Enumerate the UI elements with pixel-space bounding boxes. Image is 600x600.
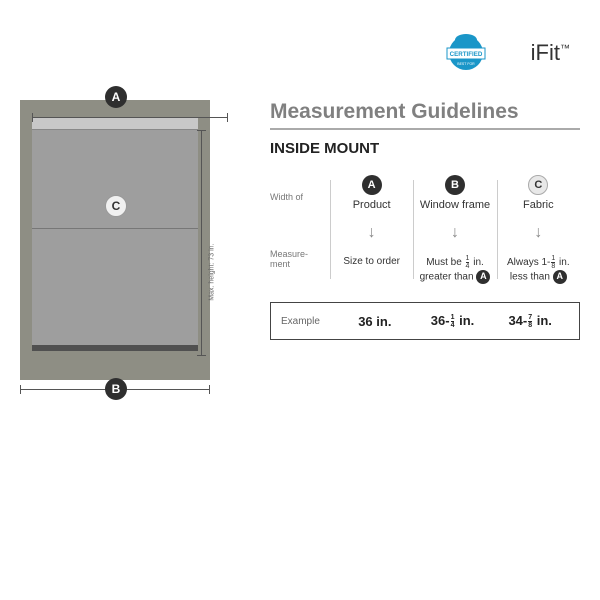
example-label: Example <box>281 316 336 327</box>
window-diagram: Max. height: 73 in. C A B <box>20 80 240 490</box>
certified-badge-icon: CERTIFIED BEST FOR <box>441 32 491 74</box>
col-c-measurement: Always 1-18 in. less than A <box>497 255 580 284</box>
info-panel: CERTIFIED BEST FOR iFit™ Measurement Gui… <box>270 80 580 490</box>
max-height-label: Max. height: 73 in. <box>209 244 216 301</box>
col-b-measurement: Must be 14 in. greater than A <box>413 255 496 284</box>
ifit-text: iFit <box>531 40 560 65</box>
example-c: 34-78 in. <box>491 313 569 329</box>
shade-bottom-bar <box>32 345 198 351</box>
arrow-down-icon: ↓ <box>451 225 459 241</box>
arrow-down-icon: ↓ <box>368 225 376 241</box>
arrow-down-icon: ↓ <box>534 225 542 241</box>
example-a: 36 in. <box>336 314 414 329</box>
col-c-badge: C <box>528 175 548 195</box>
badge-c-diagram: C <box>105 195 127 217</box>
label-measurement: Measure- ment <box>270 249 308 279</box>
svg-text:CERTIFIED: CERTIFIED <box>449 51 482 58</box>
svg-text:BEST FOR: BEST FOR <box>457 62 475 66</box>
label-width-of: Width of <box>270 175 303 219</box>
col-b-badge: B <box>445 175 465 195</box>
ifit-logo: iFit™ <box>531 40 570 66</box>
col-b-header: Window frame <box>420 199 490 211</box>
col-c-header: Fabric <box>523 199 554 211</box>
guidelines-table: Width of Measure- ment A Product ↓ Size … <box>270 175 580 284</box>
shade-mid-line <box>32 228 198 229</box>
title-underline <box>270 128 580 130</box>
badge-a-diagram: A <box>105 86 127 108</box>
window-frame: Max. height: 73 in. C <box>20 100 210 380</box>
ifit-tm: ™ <box>560 44 570 55</box>
dim-line-height <box>201 130 202 356</box>
example-b: 36-14 in. <box>414 313 492 329</box>
badge-b-diagram: B <box>105 378 127 400</box>
example-row: Example 36 in. 36-14 in. 34-78 in. <box>270 302 580 340</box>
col-a-measurement: Size to order <box>339 255 404 268</box>
col-a-badge: A <box>362 175 382 195</box>
shade-top-rail <box>32 118 198 130</box>
subtitle: INSIDE MOUNT <box>270 140 580 157</box>
main-title: Measurement Guidelines <box>270 100 580 124</box>
dim-line-a <box>32 117 228 118</box>
col-a-header: Product <box>353 199 391 211</box>
shade-fabric <box>32 118 198 348</box>
